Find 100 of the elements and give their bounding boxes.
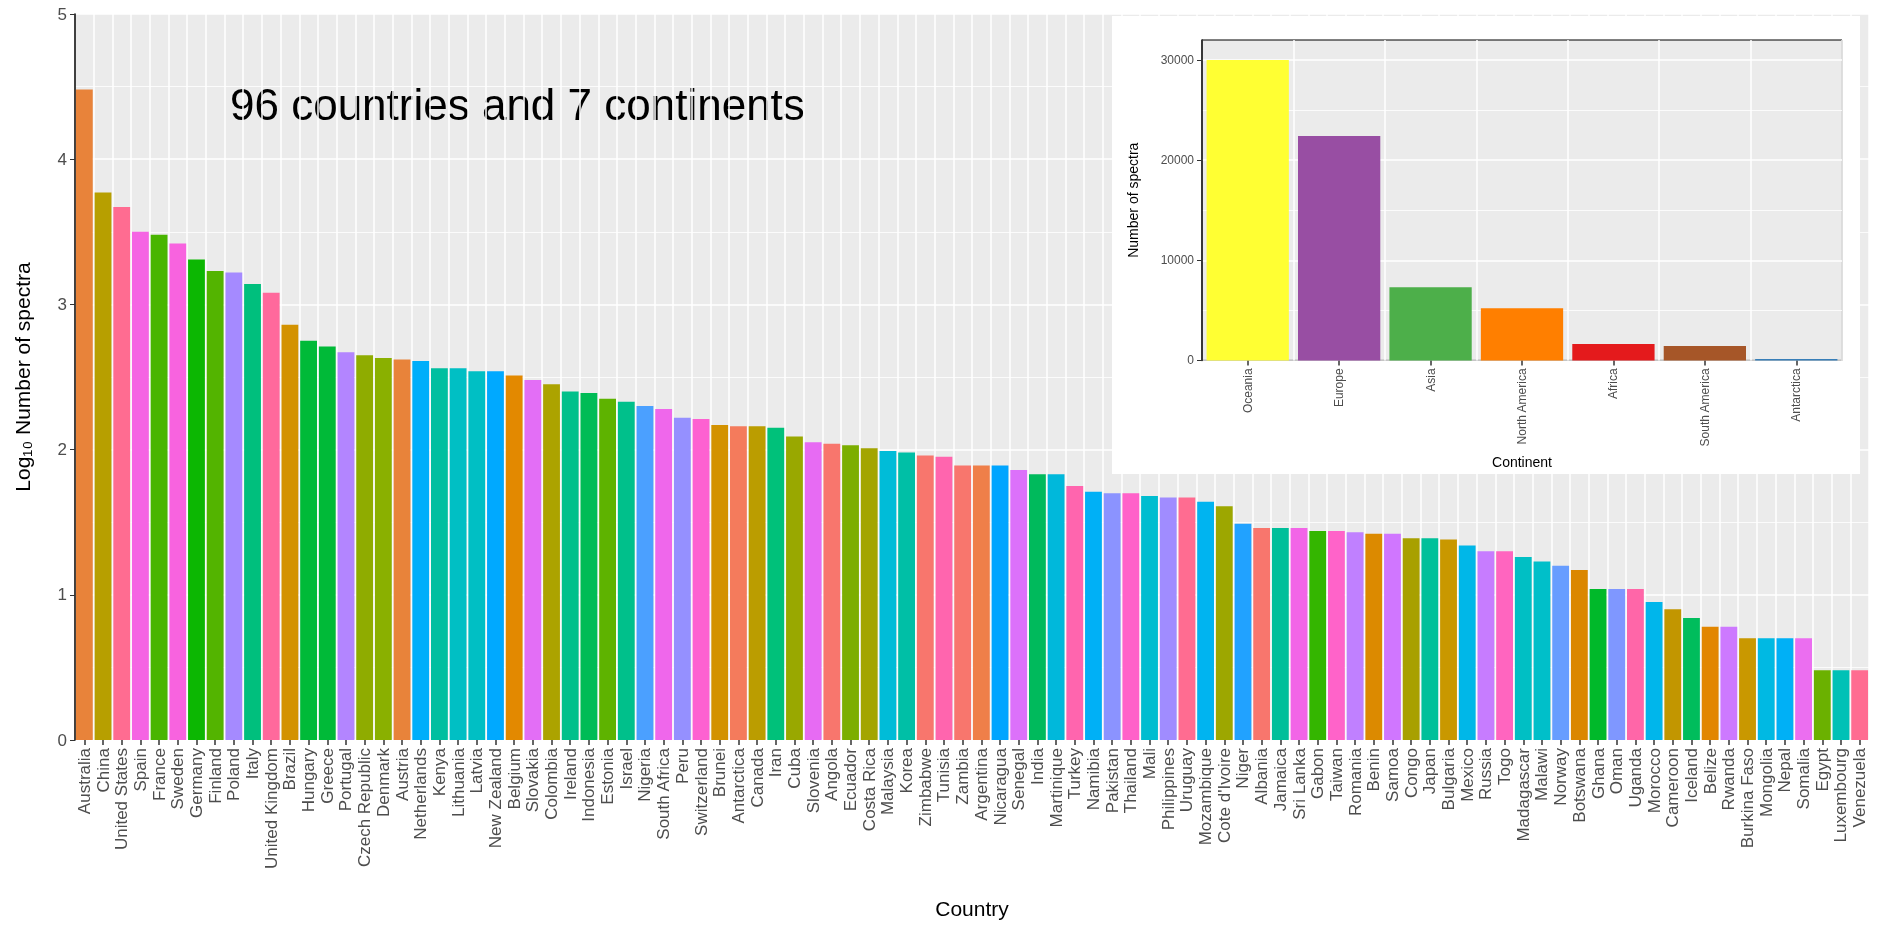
x-tick-label: Malaysia (878, 747, 898, 816)
x-tick-label: Egypt (1812, 747, 1832, 792)
bar (169, 243, 187, 740)
bar (113, 207, 131, 740)
x-tick-label: Ecuador (841, 747, 861, 812)
bar (337, 352, 355, 740)
x-tick-label: Argentina (971, 747, 991, 821)
bar (1389, 287, 1472, 361)
x-tick-label: Oman (1607, 748, 1627, 795)
bar (132, 231, 149, 740)
bar (1384, 533, 1401, 740)
x-tick-label: Japan (1420, 748, 1440, 795)
bar (1206, 60, 1289, 361)
bar (580, 392, 598, 740)
y-tick-label: 20000 (1160, 153, 1195, 168)
x-tick-label: Martinique (1046, 748, 1066, 828)
y-tick-label: 5 (57, 4, 67, 24)
x-tick-label: Belgium (504, 748, 524, 810)
bar (1477, 551, 1495, 740)
x-tick-label: Romania (1345, 747, 1365, 817)
x-tick-label: Congo (1401, 748, 1421, 799)
bar (1122, 493, 1140, 740)
y-tick-label: 0 (1187, 353, 1195, 368)
bar (1480, 308, 1564, 361)
x-tick-label: Peru (672, 748, 692, 784)
bar (954, 465, 972, 740)
x-tick-label: Antarctica (728, 747, 748, 824)
bar (1141, 496, 1158, 740)
bar (786, 436, 803, 740)
bar (1572, 343, 1655, 361)
x-tick-label: Mexico (1457, 748, 1477, 802)
x-tick-label: Colombia (542, 747, 562, 820)
bar (1739, 638, 1756, 740)
x-tick-label: South Africa (654, 747, 674, 840)
x-tick-label: Asia (1423, 368, 1438, 392)
x-tick-label: Brunei (710, 748, 730, 798)
x-tick-label: Rwanda (1719, 747, 1739, 811)
bar (1496, 551, 1513, 740)
bar (1757, 638, 1775, 740)
bar (1346, 532, 1364, 740)
x-tick-label: Norway (1551, 747, 1571, 806)
x-tick-label: Tunisia (934, 747, 954, 803)
bar (673, 417, 691, 740)
x-tick-label: Switzerland (691, 748, 711, 836)
x-tick-label: Italy (243, 747, 263, 780)
x-tick-label: Madagascar (1513, 747, 1533, 842)
annotation: 96 countries and 7 continents (230, 79, 805, 129)
bar (1663, 345, 1746, 361)
x-tick-label: Sri Lanka (1289, 747, 1309, 820)
bar (487, 371, 504, 740)
bar (1365, 533, 1383, 740)
bar (225, 272, 243, 740)
x-tick-label: Thailand (1121, 748, 1141, 814)
bar (431, 368, 448, 740)
x-tick-label: Nepal (1775, 748, 1795, 793)
x-tick-label: Luxembourg (1831, 748, 1851, 843)
bar (300, 340, 317, 740)
x-tick-label: Pakistan (1102, 748, 1122, 814)
x-tick-label: Mozambique (1196, 748, 1216, 846)
bar (150, 234, 168, 740)
bar (188, 259, 205, 740)
bar (412, 361, 430, 740)
x-tick-label: Zimbabwe (915, 748, 935, 827)
x-tick-label: France (149, 748, 169, 801)
x-tick-label: Costa Rica (859, 747, 879, 832)
x-tick-label: Taiwan (1326, 748, 1346, 801)
x-tick-label: Netherlands (411, 748, 431, 840)
bar (1178, 497, 1196, 740)
bar (804, 442, 822, 740)
x-tick-label: Finland (205, 748, 225, 804)
x-tick-label: Slovakia (523, 747, 543, 813)
bar (1215, 506, 1233, 740)
x-tick-label: South America (1697, 368, 1712, 447)
x-tick-label: Belize (1700, 748, 1720, 795)
x-tick-label: Austria (392, 747, 412, 801)
x-tick-label: Hungary (299, 747, 319, 813)
x-tick-label: Iceland (1681, 748, 1701, 803)
x-tick-label: Uganda (1625, 747, 1645, 808)
bar (393, 359, 411, 740)
x-tick-label: Mali (1140, 748, 1160, 780)
x-tick-label: Samoa (1382, 747, 1402, 802)
bar (991, 465, 1009, 740)
bar (1813, 670, 1831, 740)
bar (1776, 638, 1794, 740)
bar (711, 424, 729, 740)
x-tick-label: Korea (897, 747, 917, 794)
bar (318, 346, 336, 740)
bar (1832, 670, 1850, 740)
x-tick-label: Somalia (1794, 747, 1814, 810)
x-tick-label: Kenya (429, 747, 449, 797)
bar (1683, 618, 1700, 740)
x-tick-label: Zambia (953, 747, 973, 805)
bar (1103, 493, 1121, 740)
bar (1253, 528, 1271, 740)
x-tick-label: Brazil (280, 748, 300, 791)
y-tick-label: 1 (57, 585, 67, 605)
x-tick-label: Morocco (1644, 748, 1664, 814)
bar (244, 284, 261, 740)
x-tick-label: Indonesia (579, 747, 599, 822)
x-tick-label: Nicaragua (990, 747, 1010, 826)
